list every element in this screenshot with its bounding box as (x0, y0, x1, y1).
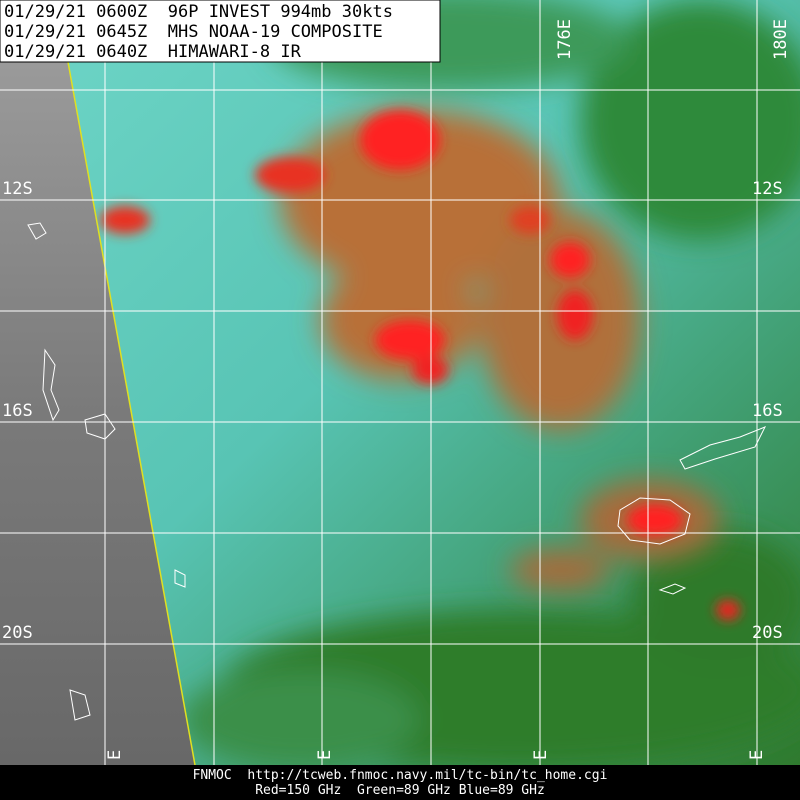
swath-edge (67, 61, 196, 766)
lon-label: E (105, 750, 125, 760)
lon-label: 176E (555, 19, 575, 60)
grid-labels: 12S 12S 16S 16S 20S 20S 176E 180E E E E … (2, 19, 791, 760)
footer-bar (0, 765, 800, 800)
lat-label: 16S (752, 401, 783, 421)
lat-label: 12S (2, 179, 33, 199)
lat-label: 20S (752, 623, 783, 643)
red-cells (100, 110, 740, 620)
lat-label: 12S (752, 179, 783, 199)
header-line: 01/29/21 0600Z 96P INVEST 994mb 30kts (4, 2, 393, 22)
footer: FNMOC http://tcweb.fnmoc.navy.mil/tc-bin… (193, 768, 608, 798)
header-line: 01/29/21 0645Z MHS NOAA-19 COMPOSITE (4, 22, 383, 42)
graticule (0, 0, 800, 765)
lat-label: 16S (2, 401, 33, 421)
footer-line: Red=150 GHz Green=89 GHz Blue=89 GHz (255, 783, 545, 798)
header-line: 01/29/21 0640Z HIMAWARI-8 IR (4, 42, 302, 62)
header: 01/29/21 0600Z 96P INVEST 994mb 30kts 01… (4, 2, 393, 62)
lon-label: E (315, 750, 335, 760)
lon-label: 180E (771, 19, 791, 60)
footer-line: FNMOC http://tcweb.fnmoc.navy.mil/tc-bin… (193, 768, 608, 783)
lat-label: 20S (2, 623, 33, 643)
ir-region (0, 62, 195, 765)
header-box (0, 0, 441, 63)
lon-label: E (531, 750, 551, 760)
coastlines (27, 222, 767, 721)
lon-label: E (747, 750, 767, 760)
